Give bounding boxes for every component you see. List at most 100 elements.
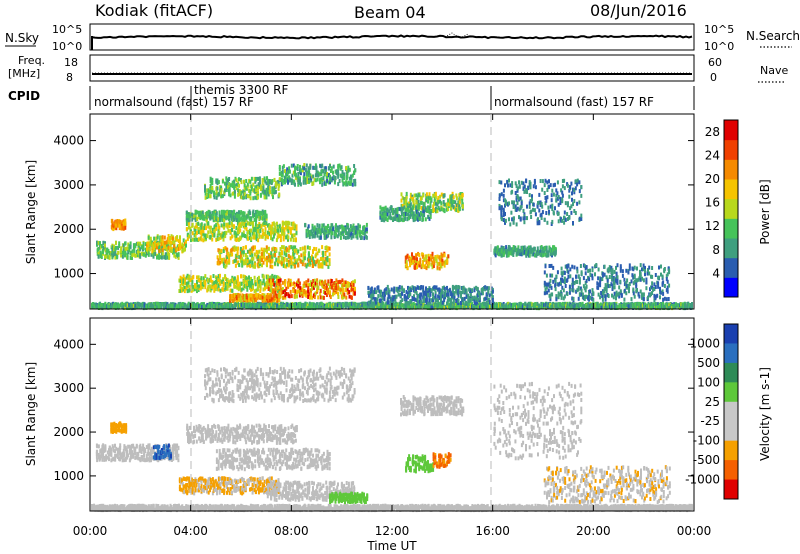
power-cell [673,304,676,309]
power-cell [124,305,127,310]
power-cell [486,305,489,310]
power-cell [297,249,300,254]
power-cell [576,302,579,307]
power-cell [440,305,443,310]
power-cell [281,245,283,250]
power-cell [471,304,474,309]
power-cell [124,302,127,307]
power-cell [439,302,442,307]
power-cell [136,301,139,306]
power-cell [120,248,123,253]
power-cell [631,302,633,307]
power-cell [332,302,335,307]
power-cell [249,232,252,237]
power-cell [288,294,291,299]
power-cell [405,303,408,308]
power-cell [264,303,267,308]
power-cell [160,235,163,240]
power-cell [525,305,528,310]
power-cell [339,302,342,307]
power-cell [147,305,150,310]
power-cell [221,303,224,308]
power-cell [507,301,510,306]
power-cell [167,245,170,250]
power-cell [671,303,674,308]
power-cell [238,218,240,223]
power-cell [286,258,288,263]
power-cell [287,235,290,240]
power-cell [274,253,277,257]
power-cell [208,284,211,289]
power-cell [159,303,162,307]
power-cell [271,264,274,269]
power-cell [317,285,320,290]
cpid-segment-3: normalsound (fast) 157 RF [494,95,654,109]
power-cell [303,172,306,177]
power-cell [326,305,329,310]
power-cell [272,195,274,200]
power-cell [121,223,124,227]
power-cell [305,293,308,298]
power-cell [337,171,340,176]
power-cell [147,250,150,255]
power-cell [240,287,243,292]
power-cell [247,236,250,241]
power-cell [663,304,666,309]
power-cell [597,306,600,311]
power-cell [279,278,282,283]
power-cell [530,306,532,310]
power-cell [342,302,345,307]
power-cell [267,246,270,251]
power-cell [269,259,272,264]
power-cell [365,222,368,227]
power-cell [229,278,232,283]
power-cell [287,278,290,283]
power-cell [231,228,234,232]
power-cell [334,302,337,307]
power-cell [677,305,680,310]
power-cell [454,305,457,310]
power-cell [218,305,221,309]
power-cell [195,231,198,235]
power-cell [675,302,678,307]
freq-panel [89,54,695,82]
power-cell [296,167,299,172]
power-cell [181,242,184,247]
power-cell [578,304,580,309]
power-cell [104,248,107,253]
power-cell [258,301,261,306]
power-cell [128,244,131,249]
power-cell [250,228,253,233]
power-cell [170,235,173,240]
power-cell [246,182,249,187]
power-cell [192,305,195,310]
power-cell [265,304,268,309]
power-cell [575,304,578,309]
cpid-segment-1: normalsound (fast) 157 RF [94,95,254,109]
power-cell [299,178,301,183]
power-cell [216,301,219,306]
power-cell [338,305,341,310]
power-cell [570,304,573,309]
power-cell [523,305,526,310]
power-cell [600,303,603,308]
power-cell [325,303,328,308]
power-cell [219,218,222,223]
power-cell [115,304,118,309]
power-cell [299,168,302,173]
power-cell [347,230,350,235]
power-cell [351,228,354,233]
power-cell [363,236,366,241]
power-cell [524,301,527,306]
power-cell [559,302,562,307]
power-cell [641,303,644,308]
power-cell [547,302,550,307]
power-cell [254,226,257,231]
power-cell [283,231,286,236]
power-cell [550,304,553,309]
power-cell [367,303,370,308]
power-cell [113,304,116,309]
power-cell [509,304,512,309]
power-cell [354,168,357,173]
power-cell [292,303,295,308]
